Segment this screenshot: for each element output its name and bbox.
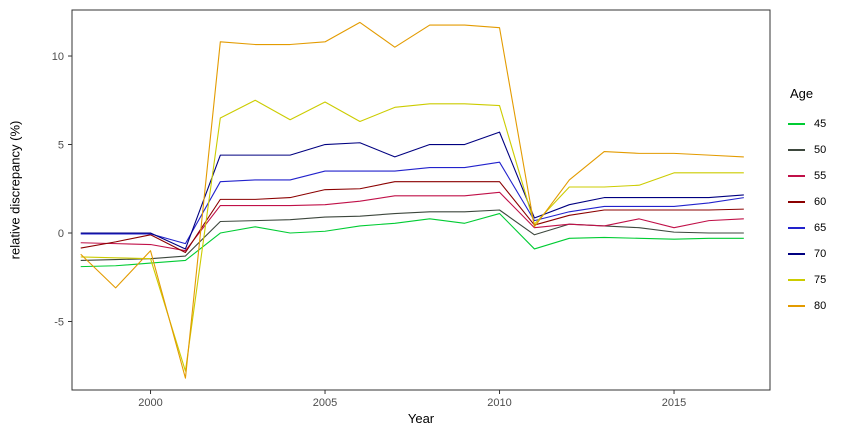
legend-label-70: 70 <box>814 247 827 260</box>
legend-swatch-70 <box>788 253 805 255</box>
legend-swatch-75 <box>788 279 805 281</box>
legend-label-65: 65 <box>814 221 827 234</box>
series-line-60 <box>80 181 744 254</box>
legend-title: Age <box>790 86 814 101</box>
series-line-70 <box>80 131 744 250</box>
legend-item-75: 75 <box>788 267 826 293</box>
legend-item-65: 65 <box>788 215 826 241</box>
legend-label-50: 50 <box>814 143 827 156</box>
x-tick-label-2000: 2000 <box>138 397 162 409</box>
legend-item-80: 80 <box>788 293 826 319</box>
legend-swatch-80 <box>788 305 805 307</box>
series-line-80 <box>80 21 744 379</box>
series-line-50 <box>80 209 744 261</box>
legend-item-70: 70 <box>788 241 826 267</box>
legend-swatch-55 <box>788 175 805 177</box>
legend-label-55: 55 <box>814 169 827 182</box>
legend-item-60: 60 <box>788 189 826 215</box>
legend-swatch-50 <box>788 149 805 151</box>
legend-label-80: 80 <box>814 299 827 312</box>
legend-swatch-45 <box>788 123 805 125</box>
y-tick-label--5: -5 <box>54 317 64 329</box>
legend-item-50: 50 <box>788 137 826 163</box>
legend-label-75: 75 <box>814 273 827 286</box>
y-axis-title: relative discrepancy (%) <box>7 120 23 260</box>
legend-label-45: 45 <box>814 117 827 130</box>
series-line-45 <box>80 212 744 268</box>
y-tick-label-10: 10 <box>52 51 64 63</box>
legend-label-60: 60 <box>814 195 827 208</box>
legend: Age 45 50 55 60 65 70 75 80 <box>788 86 826 319</box>
x-tick-label-2015: 2015 <box>662 397 686 409</box>
x-tick-label-2010: 2010 <box>487 397 511 409</box>
series-line-75 <box>80 99 744 372</box>
legend-item-45: 45 <box>788 111 826 137</box>
legend-swatch-60 <box>788 201 805 203</box>
legend-item-55: 55 <box>788 163 826 189</box>
legend-swatch-65 <box>788 227 805 229</box>
x-axis-title: Year <box>407 411 435 426</box>
plot-panel <box>72 10 770 390</box>
panel-border <box>71 9 771 391</box>
x-tick-label-2005: 2005 <box>313 397 337 409</box>
legend-items: 45 50 55 60 65 70 75 80 <box>788 111 826 319</box>
y-tick-label-5: 5 <box>58 140 64 152</box>
y-tick-label-0: 0 <box>58 228 64 240</box>
